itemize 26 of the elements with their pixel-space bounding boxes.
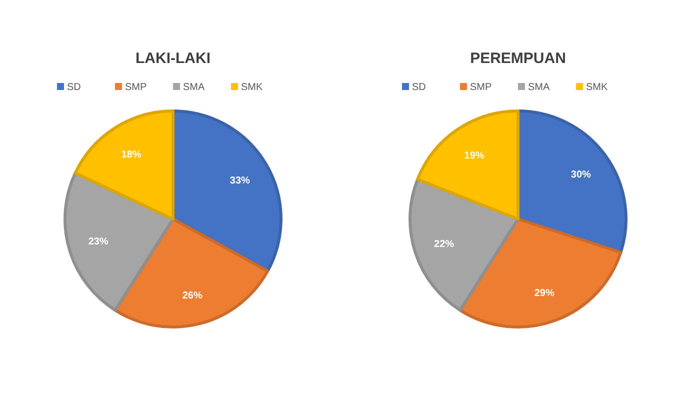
data-label: 30% <box>570 169 592 180</box>
data-label: 22% <box>434 239 454 250</box>
pie-slice <box>172 110 282 273</box>
chart-title: LAKI-LAKI <box>136 50 210 67</box>
pie-slice <box>114 218 270 328</box>
chart-title: PEREMPUAN <box>470 50 566 67</box>
data-label: 23% <box>88 236 108 248</box>
legend-label: SMA <box>183 82 205 93</box>
legend-label: SMK <box>586 82 608 93</box>
data-label: 29% <box>534 288 554 300</box>
data-label: 33% <box>230 175 250 186</box>
legend-label: SMP <box>125 82 147 93</box>
pie-slice <box>416 110 520 220</box>
legend-label: SD <box>412 82 426 93</box>
pie-slice <box>64 172 174 312</box>
pie-slice <box>458 218 622 328</box>
pie-slice <box>408 178 520 312</box>
data-label: 19% <box>464 150 484 162</box>
legend-label: SMK <box>241 82 263 93</box>
legend-label: SMP <box>470 82 492 93</box>
legend-label: SD <box>67 82 81 93</box>
legend-label: SMA <box>528 82 550 93</box>
data-label: 18% <box>121 149 142 160</box>
data-label: 26% <box>182 290 202 302</box>
pie-slice <box>74 110 174 220</box>
pie-slice <box>516 110 628 254</box>
